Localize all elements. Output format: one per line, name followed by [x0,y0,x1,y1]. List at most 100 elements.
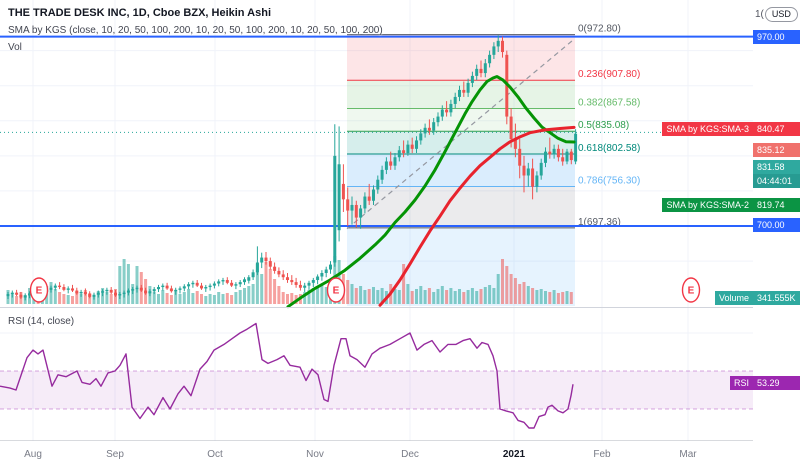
volume-bar [247,286,251,304]
volume-bar [118,266,122,304]
volume-bar [501,259,504,304]
candle-body [144,290,148,294]
volume-bar [346,280,350,304]
candle-body [264,257,268,262]
volume-bar [264,262,268,304]
volume-bar [53,289,57,304]
candle-body [423,127,427,134]
earnings-marker-icon[interactable] [29,277,49,303]
dashed-trendline [346,39,574,230]
candle-body [565,151,569,162]
volume-bar [372,287,375,304]
symbol-title[interactable]: THE TRADE DESK INC, 1D, Cboe BZX, Heikin… [8,7,272,19]
candle-body [333,155,337,263]
sma-indicator-legend[interactable]: SMA by KGS (close, 10, 20, 50, 100, 200,… [8,25,383,36]
candle-body [509,116,513,140]
candle-body [449,103,453,113]
candle-body [535,175,539,187]
volume-bar [290,293,294,304]
volume-bar [397,290,401,304]
volume-bar [212,295,216,304]
candle-body [75,290,79,294]
candle-body [251,272,255,278]
volume-bar [359,286,363,304]
volume-bar [445,290,449,304]
time-axis-label: Sep [106,449,124,460]
volume-bar [126,264,130,304]
time-axis[interactable]: Aug Sep Oct Nov Dec 2021 Feb Mar [0,441,800,472]
candle-body [58,285,62,288]
candle-body [200,285,203,289]
candle-body [174,289,178,292]
volume-bar [488,285,492,304]
volume-bar [217,292,221,304]
volume-bar [380,288,384,304]
volume-bar [49,282,53,304]
volume-bar [402,264,406,304]
candle-body [531,168,535,187]
volume-legend[interactable]: Vol [8,42,22,53]
volume-bar [410,291,414,304]
earnings-marker-icon[interactable] [681,277,701,303]
volume-bar [268,269,272,304]
candle-body [139,287,143,291]
volume-bar [109,294,113,304]
candle-body [367,196,371,201]
currency-toggle-button[interactable]: USD [764,7,798,22]
rsi-value-label: 53.29 [753,376,800,390]
candle-body [19,294,23,298]
volume-bar [88,293,92,304]
rsi-name-label: RSI [729,376,753,390]
volume-bar [251,284,255,304]
volume-bar [483,287,487,304]
volume-bar [200,294,203,304]
candle-body [255,262,259,273]
fib-level-label: 0(972.80) [578,24,621,35]
candle-body [346,199,350,211]
candle-body [479,68,483,74]
time-axis-label: Oct [207,449,223,460]
earnings-marker-icon[interactable] [326,277,346,303]
candle-body [101,291,105,293]
candle-body [436,116,440,123]
volume-bar [187,289,191,304]
candle-body [268,261,272,267]
volume-bar [427,288,431,304]
volume-bar [436,289,440,304]
volume-bar [10,294,14,304]
price-line-label-700: 700.00 [753,218,800,232]
candle-body [6,294,10,297]
volume-bar [225,293,229,304]
volume-bar [238,290,242,304]
candle-body [238,282,242,285]
candle-body [393,157,397,166]
volume-bar [277,286,281,304]
volume-bar [479,289,483,304]
volume-bar [544,291,547,304]
time-axis-label: Nov [306,449,324,460]
candle-body [518,148,522,166]
candle-body [359,208,363,218]
volume-bar [286,294,289,304]
fib-level-label: 0.786(756.30) [578,176,640,187]
volume-bar [79,294,83,304]
volume-bar [324,287,328,304]
rsi-pane-legend[interactable]: RSI (14, close) [8,316,75,327]
volume-bar [470,288,474,304]
volume-bar [152,292,156,304]
volume-bar [303,292,307,304]
candle-body [548,151,552,155]
volume-bar [281,292,285,304]
candle-body [109,289,113,293]
volume-bar [458,289,461,304]
candle-body [354,204,358,218]
time-axis-label: Mar [679,449,697,460]
volume-bar [204,296,208,304]
volume-bar [518,284,522,304]
price-line-label-970: 970.00 [753,30,800,44]
candle-body [105,289,109,292]
volume-name-label: Volume [714,291,753,305]
volume-bar [376,290,380,304]
